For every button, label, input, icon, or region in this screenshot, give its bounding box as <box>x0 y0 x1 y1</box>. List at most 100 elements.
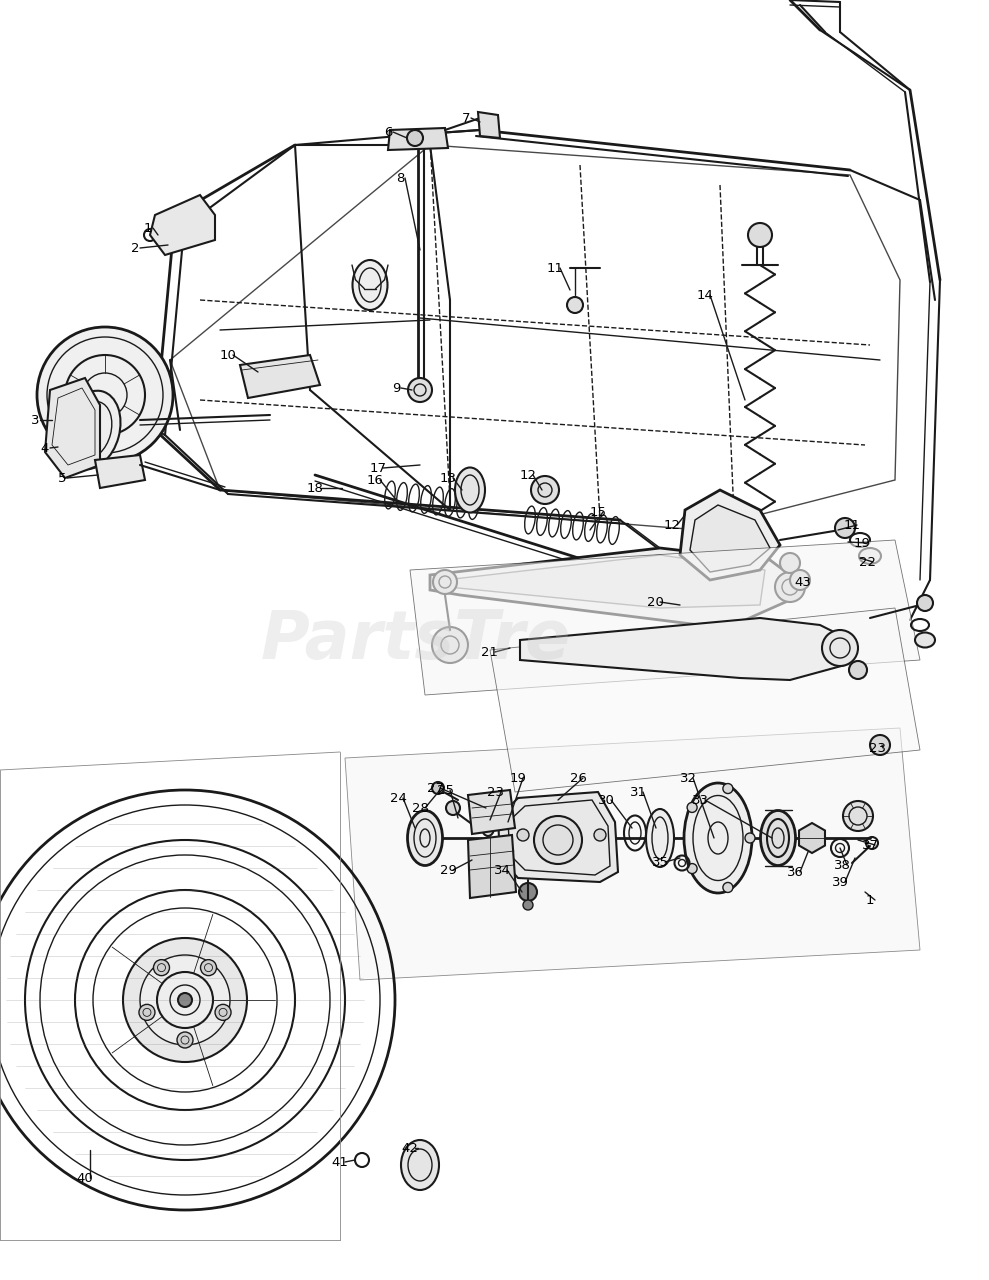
Circle shape <box>748 223 772 247</box>
Text: 14: 14 <box>696 288 713 302</box>
Text: 33: 33 <box>691 794 708 806</box>
Circle shape <box>870 735 890 755</box>
Text: 31: 31 <box>630 786 647 799</box>
Polygon shape <box>468 835 516 899</box>
Text: 27: 27 <box>426 782 443 795</box>
Text: 12: 12 <box>664 518 680 531</box>
Polygon shape <box>520 618 850 680</box>
Text: 29: 29 <box>439 864 457 877</box>
Circle shape <box>917 595 933 611</box>
Polygon shape <box>410 540 920 695</box>
Text: 19: 19 <box>854 536 870 549</box>
Circle shape <box>780 553 800 573</box>
Circle shape <box>822 630 858 666</box>
Circle shape <box>531 476 559 504</box>
Text: 32: 32 <box>679 772 696 785</box>
Text: 2: 2 <box>131 242 139 255</box>
Text: 26: 26 <box>570 772 586 785</box>
Ellipse shape <box>534 817 582 864</box>
Circle shape <box>446 801 460 815</box>
Text: 3: 3 <box>31 413 40 426</box>
Text: 36: 36 <box>786 865 803 878</box>
Text: 17: 17 <box>370 462 387 475</box>
Polygon shape <box>799 823 825 852</box>
Text: 9: 9 <box>392 381 401 394</box>
Text: 8: 8 <box>396 172 405 184</box>
Ellipse shape <box>401 1140 439 1190</box>
Text: 12: 12 <box>519 468 536 481</box>
Polygon shape <box>150 195 215 255</box>
Circle shape <box>37 326 173 463</box>
Circle shape <box>835 518 855 538</box>
Circle shape <box>849 660 867 678</box>
Text: 1: 1 <box>865 893 874 906</box>
Circle shape <box>178 993 192 1007</box>
Polygon shape <box>240 355 320 398</box>
Text: 37: 37 <box>861 838 878 851</box>
Ellipse shape <box>352 260 388 310</box>
Ellipse shape <box>843 801 873 831</box>
Circle shape <box>123 938 247 1062</box>
Polygon shape <box>445 556 765 608</box>
Text: 6: 6 <box>384 125 393 138</box>
Polygon shape <box>468 790 515 835</box>
Polygon shape <box>345 728 920 980</box>
Text: 13: 13 <box>439 471 457 485</box>
Polygon shape <box>45 378 100 477</box>
Text: 16: 16 <box>367 474 384 486</box>
Text: 34: 34 <box>494 864 510 877</box>
Polygon shape <box>690 506 770 572</box>
Text: 25: 25 <box>436 783 454 796</box>
Circle shape <box>687 864 697 873</box>
Circle shape <box>687 803 697 813</box>
Circle shape <box>201 960 217 975</box>
Circle shape <box>432 627 468 663</box>
Circle shape <box>140 955 230 1044</box>
Circle shape <box>153 960 169 975</box>
Text: 23: 23 <box>488 786 504 799</box>
Text: 10: 10 <box>220 348 236 361</box>
Text: 41: 41 <box>331 1156 348 1169</box>
Text: 22: 22 <box>859 556 876 568</box>
Ellipse shape <box>407 810 442 865</box>
Text: 43: 43 <box>794 576 811 589</box>
Circle shape <box>139 1005 155 1020</box>
Circle shape <box>408 378 432 402</box>
Circle shape <box>177 1032 193 1048</box>
Text: PartsTre: PartsTre <box>260 607 571 673</box>
Circle shape <box>750 561 770 580</box>
Text: 23: 23 <box>869 741 886 754</box>
Ellipse shape <box>646 809 674 867</box>
Circle shape <box>567 297 583 314</box>
Ellipse shape <box>859 548 881 564</box>
Circle shape <box>432 782 444 794</box>
Circle shape <box>745 833 755 844</box>
Polygon shape <box>430 548 790 625</box>
Polygon shape <box>490 608 920 792</box>
Text: 24: 24 <box>390 791 406 805</box>
Circle shape <box>775 572 805 602</box>
Circle shape <box>723 783 733 794</box>
Circle shape <box>517 829 529 841</box>
Circle shape <box>523 900 533 910</box>
Circle shape <box>790 570 810 590</box>
Text: 18: 18 <box>307 481 323 494</box>
Text: 15: 15 <box>589 506 606 518</box>
Ellipse shape <box>761 810 795 865</box>
Text: 35: 35 <box>652 855 669 869</box>
Text: 21: 21 <box>482 645 498 658</box>
Text: 5: 5 <box>57 471 66 485</box>
Text: 1: 1 <box>143 221 152 234</box>
Text: 42: 42 <box>402 1142 418 1155</box>
Text: 19: 19 <box>509 772 526 785</box>
Polygon shape <box>478 113 500 138</box>
Ellipse shape <box>915 632 935 648</box>
Text: 4: 4 <box>41 442 49 454</box>
Text: 11: 11 <box>547 261 564 274</box>
Text: 39: 39 <box>832 876 849 888</box>
Ellipse shape <box>482 820 494 836</box>
Ellipse shape <box>455 467 485 512</box>
Ellipse shape <box>63 390 121 470</box>
Polygon shape <box>680 490 780 580</box>
Text: 40: 40 <box>76 1171 93 1184</box>
